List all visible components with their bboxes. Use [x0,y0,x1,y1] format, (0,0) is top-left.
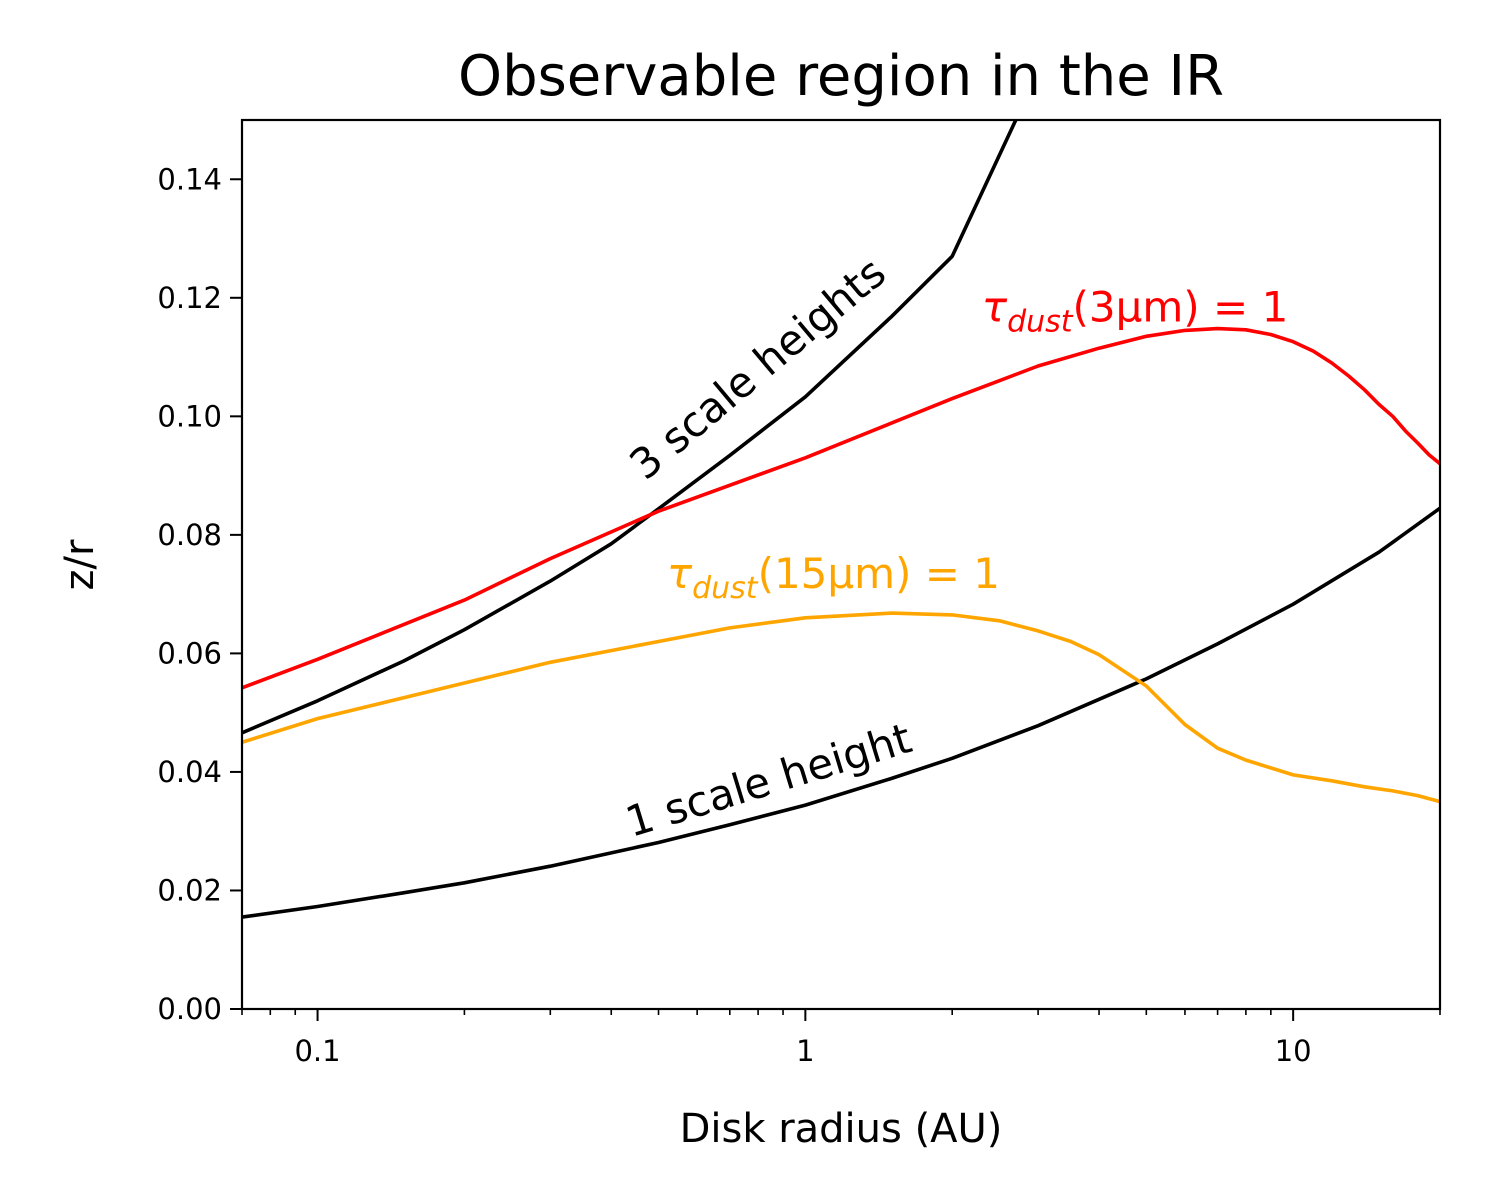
annotation-0: 3 scale heights [620,248,895,490]
annotation-2: τdust(3μm) = 1 [982,283,1289,340]
y-tick-label: 0.12 [157,281,222,315]
series-line-3 [242,611,1440,804]
x-tick-label: 1 [796,1034,814,1068]
x-axis: 0.1 1 10 [241,1009,1441,1068]
plot-area [240,118,1442,1011]
series-line-2 [242,326,1440,690]
y-axis: 0.00 0.02 0.04 0.06 0.08 0.10 0.12 0.14 [157,162,242,1026]
series-line-1 [242,120,1018,735]
y-tick-label: 0.08 [157,518,222,552]
y-axis-label: z/r [57,539,103,590]
plot-frame [240,118,1442,1011]
y-tick-label: 0.02 [157,873,222,907]
annotation-3: τdust(15μm) = 1 [667,549,1000,606]
x-axis-label: Disk radius (AU) [680,1106,1003,1152]
y-tick-label: 0.10 [157,399,222,433]
x-tick-label: 0.1 [294,1034,340,1068]
annotation-1: 1 scale height [620,713,917,846]
y-tick-label: 0.04 [157,755,222,789]
x-tick-label: 10 [1275,1034,1312,1068]
series-layer [242,120,1440,919]
chart-title: Observable region in the IR [458,44,1224,109]
y-tick-label: 0.06 [157,636,222,670]
y-tick-label: 0.00 [157,992,222,1026]
y-tick-label: 0.14 [157,162,222,196]
series-line-0 [242,506,1440,919]
